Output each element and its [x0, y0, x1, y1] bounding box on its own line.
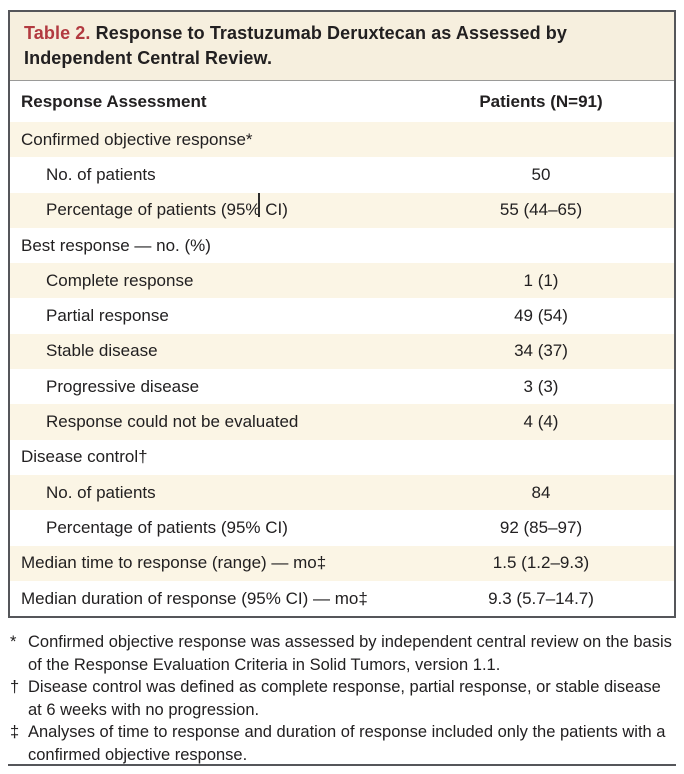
row-label: Best response — no. (%): [21, 235, 211, 255]
table-row: Percentage of patients (95% CI) 55 (44–6…: [10, 192, 674, 228]
row-label: Stable disease: [46, 341, 158, 361]
footnote-text: Analyses of time to response and duratio…: [28, 723, 666, 764]
row-label: Disease control†: [21, 447, 148, 467]
row-label: Median time to response (range) — mo‡: [21, 553, 327, 573]
footnote-marker: †: [10, 678, 20, 696]
table-row: Disease control†: [10, 439, 674, 475]
row-value: 1 (1): [523, 270, 559, 290]
column-header-patients: Patients (N=91): [479, 91, 603, 111]
row-label: Progressive disease: [46, 376, 200, 396]
table-row: Response could not be evaluated 4 (4): [10, 404, 674, 440]
table-rows: Confirmed objective response* No. of pat…: [10, 122, 674, 617]
table-title-text: Response to Trastuzumab Deruxtecan as As…: [24, 23, 568, 68]
footnote-marker: ‡: [10, 723, 20, 741]
row-value: 49 (54): [514, 306, 568, 326]
table-row: Progressive disease 3 (3): [10, 369, 674, 405]
table-row: No. of patients 84: [10, 474, 674, 511]
footnote: * Confirmed objective response was asses…: [8, 631, 678, 676]
column-header-row: Response Assessment Patients (N=91): [10, 81, 674, 122]
table-row: Partial response 49 (54): [10, 298, 674, 334]
table-row: Confirmed objective response*: [10, 122, 674, 158]
row-label: No. of patients: [46, 482, 156, 502]
row-label: No. of patients: [46, 164, 156, 184]
row-label: Median duration of response (95% CI) — m…: [21, 588, 368, 608]
row-value: 50: [531, 164, 551, 184]
row-value: 84: [531, 482, 551, 502]
row-value: 1.5 (1.2–9.3): [492, 553, 590, 573]
row-label: Response could not be evaluated: [46, 412, 299, 432]
table-row: Median time to response (range) — mo‡ 1.…: [10, 545, 674, 581]
text-cursor-icon: [258, 193, 260, 217]
table-title: Table 2. Response to Trastuzumab Deruxte…: [10, 12, 674, 81]
table-row: Best response — no. (%): [10, 227, 674, 264]
table-row: Complete response 1 (1): [10, 263, 674, 299]
column-header-response-assessment: Response Assessment: [21, 91, 207, 111]
table-row: No. of patients 50: [10, 157, 674, 193]
row-label: Partial response: [46, 306, 169, 326]
bottom-rule: [8, 764, 676, 766]
row-label: Percentage of patients (95% CI): [46, 517, 288, 537]
footnote-text: Disease control was defined as complete …: [28, 678, 661, 719]
row-value: 34 (37): [514, 341, 568, 361]
table-row: Median duration of response (95% CI) — m…: [10, 580, 674, 617]
footnotes: * Confirmed objective response was asses…: [8, 631, 678, 766]
row-label: Confirmed objective response*: [21, 129, 253, 149]
table-2: Table 2. Response to Trastuzumab Deruxte…: [8, 10, 676, 619]
row-value: 92 (85–97): [499, 517, 583, 537]
row-value: 4 (4): [523, 412, 559, 432]
footnote-text: Confirmed objective response was assesse…: [28, 633, 672, 674]
row-value: 9.3 (5.7–14.7): [488, 588, 594, 608]
row-value: 55 (44–65): [499, 200, 583, 220]
footnote: † Disease control was defined as complet…: [8, 676, 678, 721]
table-row: Stable disease 34 (37): [10, 333, 674, 370]
table-number: Table 2.: [24, 23, 91, 43]
row-label: Complete response: [46, 270, 194, 290]
footnote: ‡ Analyses of time to response and durat…: [8, 721, 678, 766]
footnote-marker: *: [10, 633, 17, 651]
table-row: Percentage of patients (95% CI) 92 (85–9…: [10, 510, 674, 546]
row-label: Percentage of patients (95% CI): [46, 200, 288, 220]
row-value: 3 (3): [523, 376, 559, 396]
